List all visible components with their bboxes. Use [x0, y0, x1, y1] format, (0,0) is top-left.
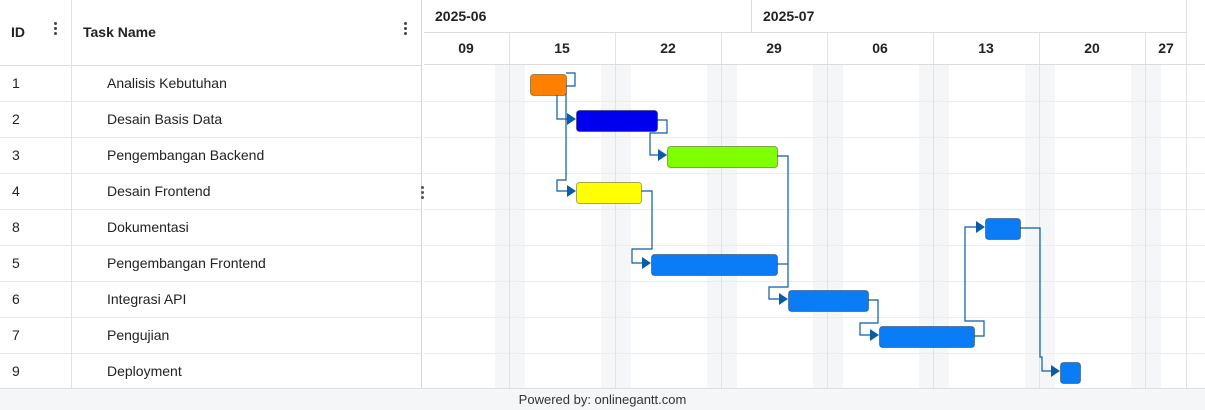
task-id: 3	[12, 147, 20, 163]
task-id-cell: 4	[0, 173, 72, 209]
task-bar[interactable]	[651, 254, 778, 276]
dependency-arrow-icon	[870, 329, 879, 341]
task-name: Dokumentasi	[107, 219, 189, 235]
dependency-link	[631, 190, 653, 264]
task-id-cell: 9	[0, 353, 72, 389]
dependency-link	[768, 155, 789, 300]
week-label: 13	[978, 40, 994, 56]
task-bar[interactable]	[985, 218, 1021, 240]
dependency-arrow-icon	[976, 221, 985, 233]
task-name: Pengembangan Frontend	[107, 255, 266, 271]
task-id: 1	[12, 75, 20, 91]
task-id: 5	[12, 255, 20, 271]
task-id-cell: 3	[0, 137, 72, 173]
dependency-link	[649, 119, 668, 156]
footer: Powered by: onlinegantt.com	[0, 388, 1205, 410]
id-column-header[interactable]: ID	[0, 0, 72, 65]
task-id-cell: 6	[0, 281, 72, 317]
month-label: 2025-06	[435, 8, 487, 24]
grid-header: ID Task Name	[0, 0, 421, 66]
task-id: 7	[12, 327, 20, 343]
task-name: Analisis Kebutuhan	[107, 75, 227, 91]
task-name: Desain Basis Data	[107, 111, 223, 127]
table-row[interactable]: 6 Integrasi API	[0, 281, 421, 318]
task-name: Deployment	[107, 363, 182, 379]
dependency-arrow-icon	[1051, 365, 1060, 377]
task-id: 8	[12, 219, 20, 235]
task-bar[interactable]	[879, 326, 975, 348]
task-id: 4	[12, 183, 20, 199]
dependency-link	[964, 226, 985, 337]
task-id-cell: 1	[0, 65, 72, 101]
dependency-arrow-icon	[567, 185, 576, 197]
week-label: 20	[1084, 40, 1100, 56]
task-id-cell: 5	[0, 245, 72, 281]
task-id: 2	[12, 111, 20, 127]
task-name: Pengujian	[107, 327, 170, 343]
task-id-cell: 7	[0, 317, 72, 353]
task-bar[interactable]	[788, 290, 869, 312]
table-row[interactable]: 5 Pengembangan Frontend	[0, 245, 421, 282]
table-row[interactable]: 4 Desain Frontend	[0, 173, 421, 210]
dependency-arrow-icon	[779, 293, 788, 305]
footer-credit[interactable]: Powered by: onlinegantt.com	[518, 392, 687, 407]
table-row[interactable]: 2 Desain Basis Data	[0, 101, 421, 138]
id-column-menu-icon[interactable]	[52, 22, 58, 38]
month-label: 2025-07	[763, 8, 815, 24]
task-bar[interactable]	[1060, 362, 1081, 384]
task-id: 6	[12, 291, 20, 307]
table-row[interactable]: 9 Deployment	[0, 353, 421, 389]
table-row[interactable]: 3 Pengembangan Backend	[0, 137, 421, 174]
task-bar[interactable]	[667, 146, 778, 168]
task-grid: ID Task Name 1 Analisis Kebutuhan 2 Desain …	[0, 0, 422, 389]
task-name: Desain Frontend	[107, 183, 211, 199]
task-id-cell: 2	[0, 101, 72, 137]
week-label: 09	[458, 40, 474, 56]
grid-splitter-handle[interactable]	[420, 186, 424, 202]
task-name: Pengembangan Backend	[107, 147, 265, 163]
dependency-link	[1020, 227, 1056, 372]
week-label: 06	[872, 40, 888, 56]
week-label: 27	[1158, 40, 1174, 56]
task-bar[interactable]	[530, 74, 567, 96]
id-header-label: ID	[11, 24, 25, 40]
gantt-chart: 2025-06 2025-07 09 15 22 29 06 13 20 27	[424, 0, 1205, 388]
table-row[interactable]: 1 Analisis Kebutuhan	[0, 65, 421, 102]
task-bar[interactable]	[576, 110, 658, 132]
task-name-column-menu-icon[interactable]	[402, 22, 408, 38]
table-row[interactable]: 7 Pengujian	[0, 317, 421, 354]
table-row[interactable]: 8 Dokumentasi	[0, 209, 421, 246]
task-name-column-header[interactable]: Task Name	[72, 0, 421, 65]
week-label: 15	[554, 40, 570, 56]
gantt-svg: 2025-06 2025-07 09 15 22 29 06 13 20 27	[424, 0, 1205, 388]
dependency-arrow-icon	[642, 257, 651, 269]
task-name: Integrasi API	[107, 291, 187, 307]
dependency-link	[556, 86, 572, 192]
dependency-link	[859, 299, 879, 336]
task-id-cell: 8	[0, 209, 72, 245]
dependency-arrow-icon	[567, 113, 576, 125]
task-id: 9	[12, 363, 20, 379]
dependency-arrow-icon	[658, 149, 667, 161]
week-label: 22	[660, 40, 676, 56]
task-bar[interactable]	[576, 182, 642, 204]
task-name-header-label: Task Name	[83, 24, 156, 40]
week-label: 29	[766, 40, 782, 56]
